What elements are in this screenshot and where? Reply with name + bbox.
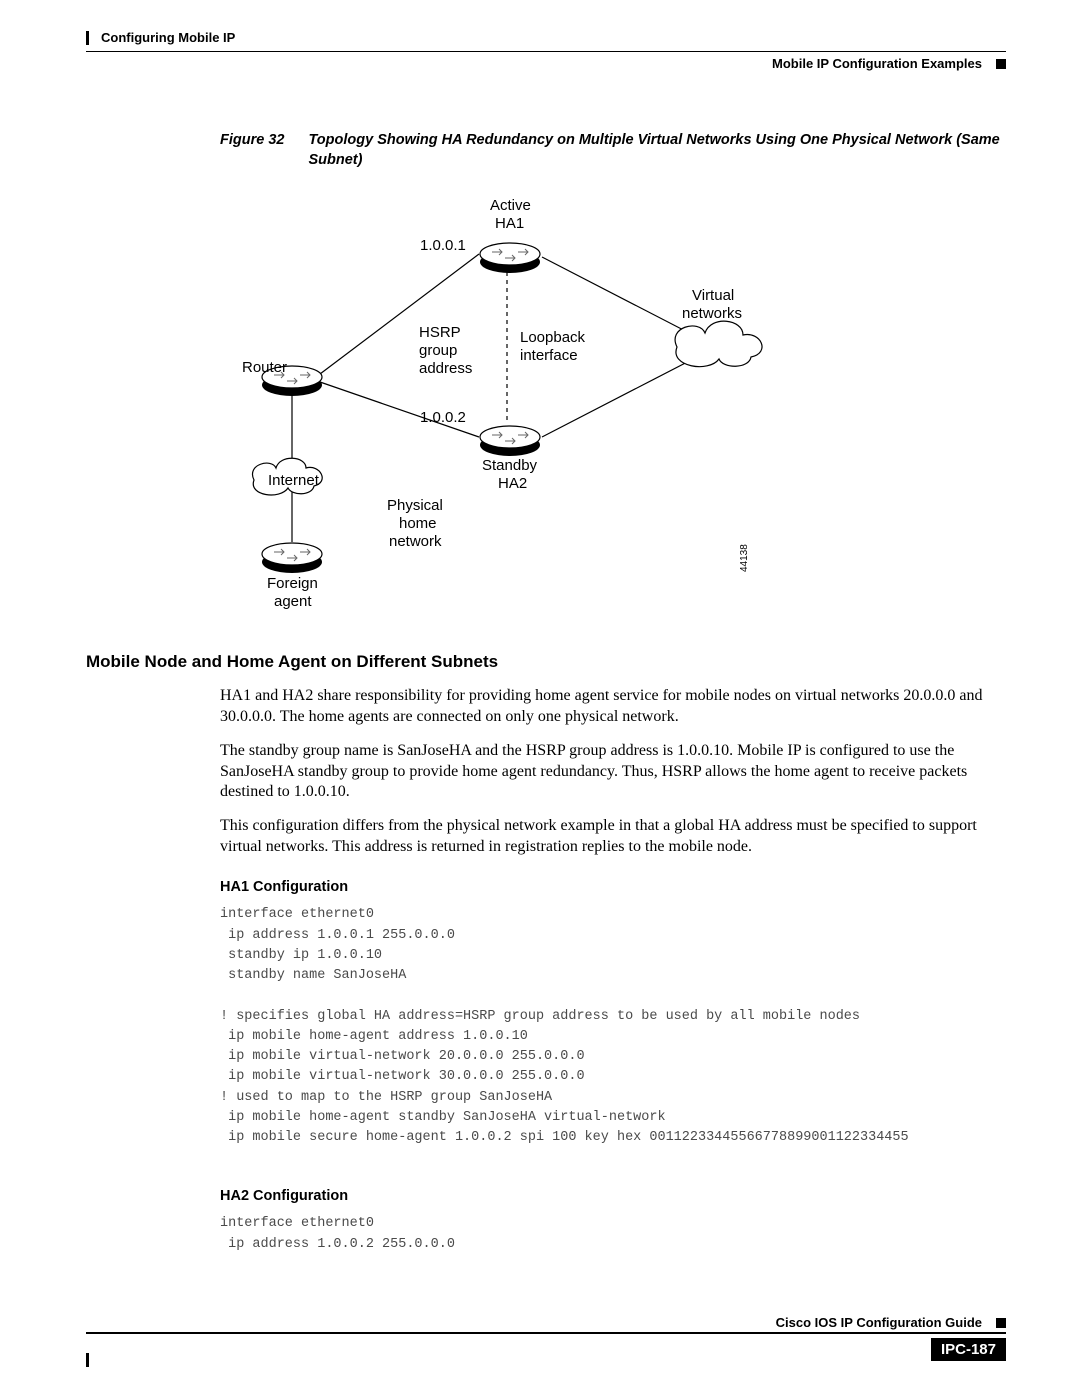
topology-diagram: Router Active HA1 1.0.0.1 1.0.0.2 Standb… <box>242 192 1006 622</box>
label-active-2: HA1 <box>495 215 524 232</box>
label-standby-2: HA2 <box>498 475 527 492</box>
label-fignum: 44138 <box>739 544 750 572</box>
header-rule <box>86 51 1006 52</box>
figure-title: Topology Showing HA Redundancy on Multip… <box>308 131 1006 170</box>
para-3: This configuration differs from the phys… <box>220 816 1006 857</box>
label-active-1: Active <box>490 197 531 214</box>
label-virtual-1: Virtual <box>692 287 734 304</box>
label-foreign-1: Foreign <box>267 575 318 592</box>
para-2: The standby group name is SanJoseHA and … <box>220 741 1006 802</box>
header-tick <box>86 31 89 45</box>
footer-guide: Cisco IOS IP Configuration Guide <box>776 1315 982 1330</box>
figure-label: Figure 32 <box>220 131 284 170</box>
label-ip1: 1.0.0.1 <box>420 237 466 254</box>
label-standby-1: Standby <box>482 457 538 474</box>
header-left-row: Configuring Mobile IP <box>86 30 1006 45</box>
section-title: Mobile IP Configuration Examples <box>772 56 982 71</box>
label-loopback-1: Loopback <box>520 329 586 346</box>
footer-rule <box>86 1332 1006 1334</box>
label-loopback-2: interface <box>520 347 578 364</box>
header-square-icon <box>996 59 1006 69</box>
ha1-heading: HA1 Configuration <box>220 879 1006 895</box>
label-phys-1: Physical <box>387 497 443 514</box>
label-hsrp-1: HSRP <box>419 324 461 341</box>
footer-tick <box>86 1353 89 1367</box>
ha2-heading: HA2 Configuration <box>220 1188 1006 1204</box>
page-number: IPC-187 <box>931 1338 1006 1361</box>
label-router: Router <box>242 359 287 376</box>
figure-caption: Figure 32 Topology Showing HA Redundancy… <box>220 131 1006 170</box>
label-ip2: 1.0.0.2 <box>420 409 466 426</box>
label-phys-2: home <box>399 515 437 532</box>
label-hsrp-3: address <box>419 360 472 377</box>
section-heading: Mobile Node and Home Agent on Different … <box>86 652 1006 672</box>
footer-square-icon <box>996 1318 1006 1328</box>
label-internet: Internet <box>268 472 320 489</box>
label-phys-3: network <box>389 533 442 550</box>
label-virtual-2: networks <box>682 305 742 322</box>
ha1-code: interface ethernet0 ip address 1.0.0.1 2… <box>220 905 1006 1148</box>
label-foreign-2: agent <box>274 593 312 610</box>
header-right-row: Mobile IP Configuration Examples <box>86 56 1006 71</box>
ha2-code: interface ethernet0 ip address 1.0.0.2 2… <box>220 1214 1006 1255</box>
para-1: HA1 and HA2 share responsibility for pro… <box>220 686 1006 727</box>
label-hsrp-2: group <box>419 342 457 359</box>
footer: Cisco IOS IP Configuration Guide IPC-187 <box>86 1315 1006 1361</box>
chapter-title: Configuring Mobile IP <box>101 30 235 45</box>
